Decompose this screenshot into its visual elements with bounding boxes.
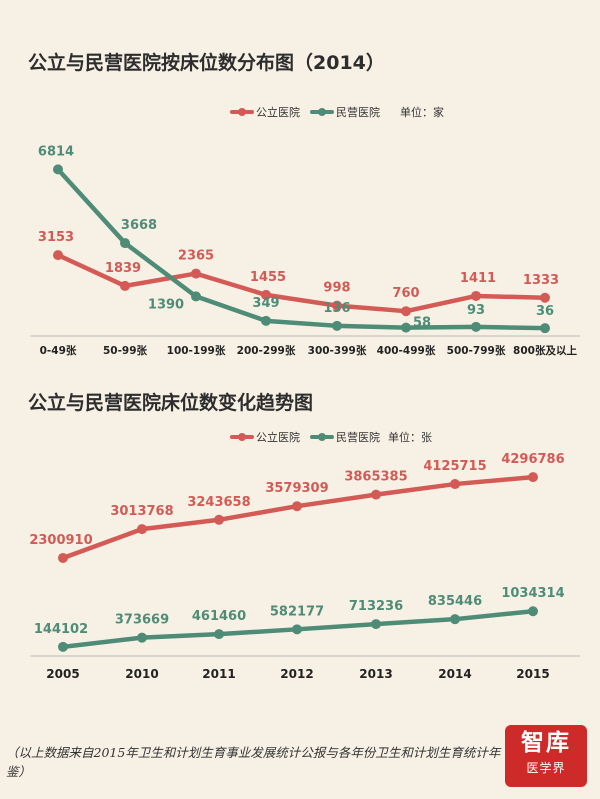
- data-point: [214, 514, 224, 525]
- x-tick-label: 300-399张: [308, 344, 367, 357]
- x-tick-label: 800张及以上: [513, 344, 577, 357]
- data-label: 3243658: [187, 495, 250, 510]
- data-label: 1455: [250, 270, 286, 285]
- data-point: [120, 280, 130, 291]
- x-tick-label: 500-799张: [447, 344, 506, 357]
- data-point: [292, 624, 302, 635]
- data-point: [371, 619, 381, 630]
- data-label: 36: [536, 304, 554, 319]
- data-label: 93: [467, 303, 485, 318]
- x-tick-label: 2013: [359, 667, 392, 681]
- data-label: 1411: [460, 271, 496, 286]
- series-line-public: [57, 253, 546, 314]
- chart1-beds-distribution: 公立医院 民营医院 单位：家 0-49张 50-99张 100-199张 200-299张 3…: [30, 105, 580, 357]
- legend-marker: [318, 433, 326, 441]
- data-point: [53, 250, 63, 261]
- legend-label: 民营医院: [336, 430, 380, 444]
- data-label: 1390: [148, 297, 184, 312]
- data-label: 998: [323, 281, 350, 296]
- data-label: 3013768: [110, 504, 173, 519]
- data-label: 835446: [428, 594, 482, 609]
- logo-sub: 医学界: [526, 761, 566, 775]
- data-point: [53, 164, 63, 175]
- x-tick-label: 2014: [438, 667, 471, 681]
- data-label: 3579309: [265, 481, 328, 496]
- x-tick-label: 400-499张: [377, 344, 436, 357]
- data-label: 461460: [192, 609, 246, 624]
- chart1-title: 公立与民营医院按床位数分布图（2014）: [28, 52, 385, 74]
- data-point: [58, 552, 68, 563]
- x-tick-label: 2010: [125, 667, 158, 681]
- data-label: 713236: [349, 599, 403, 614]
- data-label: 760: [392, 286, 419, 301]
- data-point: [58, 641, 68, 652]
- data-point: [401, 322, 411, 333]
- legend-label: 民营医院: [336, 105, 380, 119]
- unit-label: 单位：家: [400, 105, 444, 119]
- x-tick-label: 2012: [280, 667, 313, 681]
- data-point: [401, 306, 411, 317]
- legend-marker: [238, 108, 246, 116]
- footnote: （以上数据来自2015年卫生和计划生育事业发展统计公报与各年份卫生和计划生育统计…: [6, 745, 501, 779]
- data-point: [540, 323, 550, 334]
- data-point: [261, 289, 271, 300]
- data-point: [137, 632, 147, 643]
- legend-label: 公立医院: [256, 105, 300, 119]
- data-label: 136: [323, 301, 350, 316]
- data-point: [261, 315, 271, 326]
- data-point: [450, 479, 460, 490]
- data-label: 58: [413, 316, 431, 331]
- x-tick-label: 2011: [202, 667, 235, 681]
- x-tick-label: 50-99张: [103, 344, 148, 357]
- data-point: [371, 489, 381, 500]
- data-label: 4125715: [423, 459, 486, 474]
- legend-marker: [238, 433, 246, 441]
- data-point: [191, 291, 201, 302]
- data-label: 2365: [178, 249, 214, 264]
- data-point: [471, 290, 481, 301]
- chart2-beds-trend: 公立医院 民营医院 单位：张 2005 2010 2011 2012 2013 2014 2015…: [29, 430, 580, 681]
- data-label: 3668: [121, 218, 157, 233]
- x-tick-label: 0-49张: [40, 344, 77, 357]
- logo: 智库 医学界: [505, 725, 587, 787]
- data-label: 1034314: [501, 586, 564, 601]
- data-point: [332, 300, 342, 311]
- data-label: 3153: [38, 230, 74, 245]
- data-point: [528, 472, 538, 483]
- x-tick-label: 100-199张: [167, 344, 226, 357]
- data-point: [528, 606, 538, 617]
- data-point: [137, 524, 147, 535]
- data-label: 2300910: [29, 533, 92, 548]
- data-point: [471, 321, 481, 332]
- data-label: 3865385: [344, 470, 407, 485]
- x-tick-label: 2015: [516, 667, 549, 681]
- data-label: 373669: [115, 613, 169, 628]
- data-label: 144102: [34, 622, 88, 637]
- data-point: [191, 268, 201, 279]
- x-tick-label: 2005: [46, 667, 79, 681]
- data-label: 6814: [38, 144, 74, 159]
- unit-label: 单位：张: [388, 430, 432, 444]
- data-point: [120, 238, 130, 249]
- data-point: [292, 501, 302, 512]
- data-label: 349: [252, 296, 279, 311]
- data-point: [214, 629, 224, 640]
- data-point: [540, 292, 550, 303]
- x-tick-label: 200-299张: [237, 344, 296, 357]
- data-label: 582177: [270, 604, 324, 619]
- logo-main: 智库: [521, 729, 571, 756]
- data-label: 1333: [523, 273, 559, 288]
- legend-marker: [318, 108, 326, 116]
- data-point: [332, 320, 342, 331]
- data-point: [450, 614, 460, 625]
- data-label: 4296786: [501, 452, 564, 467]
- legend-label: 公立医院: [256, 430, 300, 444]
- series-line-private: [56, 167, 546, 331]
- data-label: 1839: [105, 261, 141, 276]
- chart2-title: 公立与民营医院床位数变化趋势图: [28, 392, 314, 414]
